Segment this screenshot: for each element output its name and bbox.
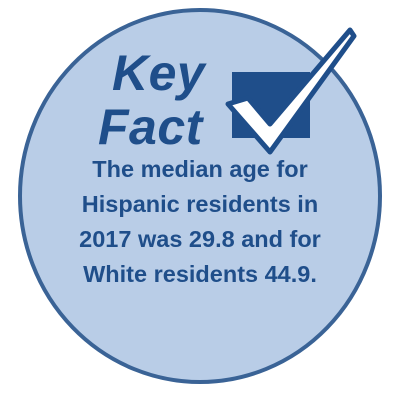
badge-title-key: Key	[112, 45, 206, 101]
fact-line: The median age for	[92, 156, 308, 182]
key-fact-badge: Key Fact The median age for Hispanic res…	[16, 6, 384, 386]
fact-line: White residents 44.9.	[83, 261, 317, 287]
checkbox-checkmark-icon	[225, 27, 357, 155]
key-fact-text: The median age for Hispanic residents in…	[36, 152, 364, 292]
badge-title-fact: Fact	[98, 99, 203, 155]
fact-line: Hispanic residents in	[81, 191, 319, 217]
fact-line: 2017 was 29.8 and for	[79, 226, 321, 252]
